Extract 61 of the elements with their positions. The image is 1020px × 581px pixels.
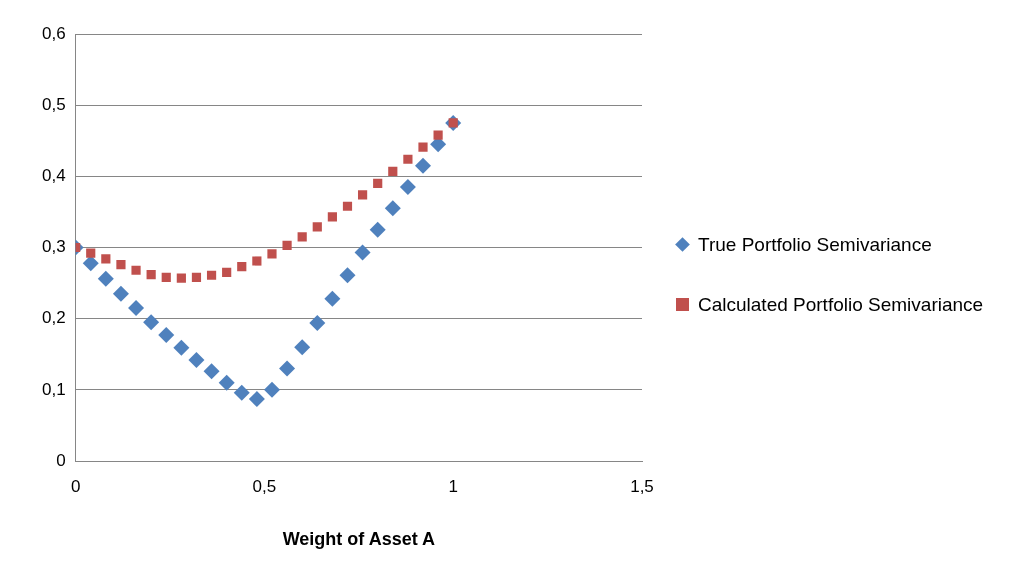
y-tick-label: 0,4 <box>41 166 66 186</box>
point <box>358 190 368 200</box>
point <box>173 339 190 356</box>
x-axis-title: Weight of Asset A <box>282 529 435 550</box>
point <box>373 178 383 189</box>
y-tick-label: 0,6 <box>41 23 66 43</box>
point <box>203 363 220 380</box>
legend-label: True Portfolio Semivariance <box>698 233 932 257</box>
point <box>282 240 292 250</box>
point <box>309 314 326 331</box>
point <box>403 154 413 164</box>
point <box>158 327 175 344</box>
point <box>279 360 296 377</box>
point <box>415 157 431 174</box>
x-tick-label: 0 <box>70 476 81 496</box>
point <box>248 391 265 408</box>
y-tick-label: 0,5 <box>41 94 66 114</box>
point <box>297 232 307 242</box>
x-tick-label: 1,5 <box>630 476 654 496</box>
point <box>176 273 186 283</box>
point <box>161 272 171 282</box>
point <box>327 212 337 222</box>
point <box>342 201 353 211</box>
point <box>388 166 398 176</box>
point <box>222 267 232 278</box>
point <box>188 351 205 368</box>
point <box>131 265 141 275</box>
point <box>433 130 443 140</box>
point <box>267 249 277 259</box>
point <box>82 255 99 272</box>
point <box>206 270 217 280</box>
point <box>86 248 96 258</box>
point <box>399 179 416 196</box>
point <box>97 270 114 287</box>
point <box>233 384 250 401</box>
point <box>112 285 129 302</box>
point <box>252 256 262 266</box>
point <box>101 254 111 264</box>
point <box>312 222 322 232</box>
point <box>324 290 341 307</box>
y-tick-label: 0,3 <box>41 237 66 257</box>
point <box>116 259 126 270</box>
point <box>369 221 386 238</box>
point <box>418 142 428 152</box>
point <box>218 374 235 391</box>
point <box>191 272 202 282</box>
y-tick-label: 0 <box>56 450 66 470</box>
point <box>143 314 160 331</box>
y-tick-label: 0,2 <box>41 308 66 328</box>
point <box>339 267 356 284</box>
point <box>354 244 371 261</box>
point <box>128 299 145 316</box>
point <box>263 381 280 398</box>
legend-label: Calculated Portfolio Semivariance <box>698 293 984 317</box>
point <box>384 200 401 217</box>
point <box>237 262 247 272</box>
x-tick-label: 1 <box>448 476 458 496</box>
y-tick-label: 0,1 <box>41 379 66 399</box>
point <box>294 339 311 356</box>
x-tick-label: 0,5 <box>252 476 277 496</box>
point <box>146 269 156 280</box>
